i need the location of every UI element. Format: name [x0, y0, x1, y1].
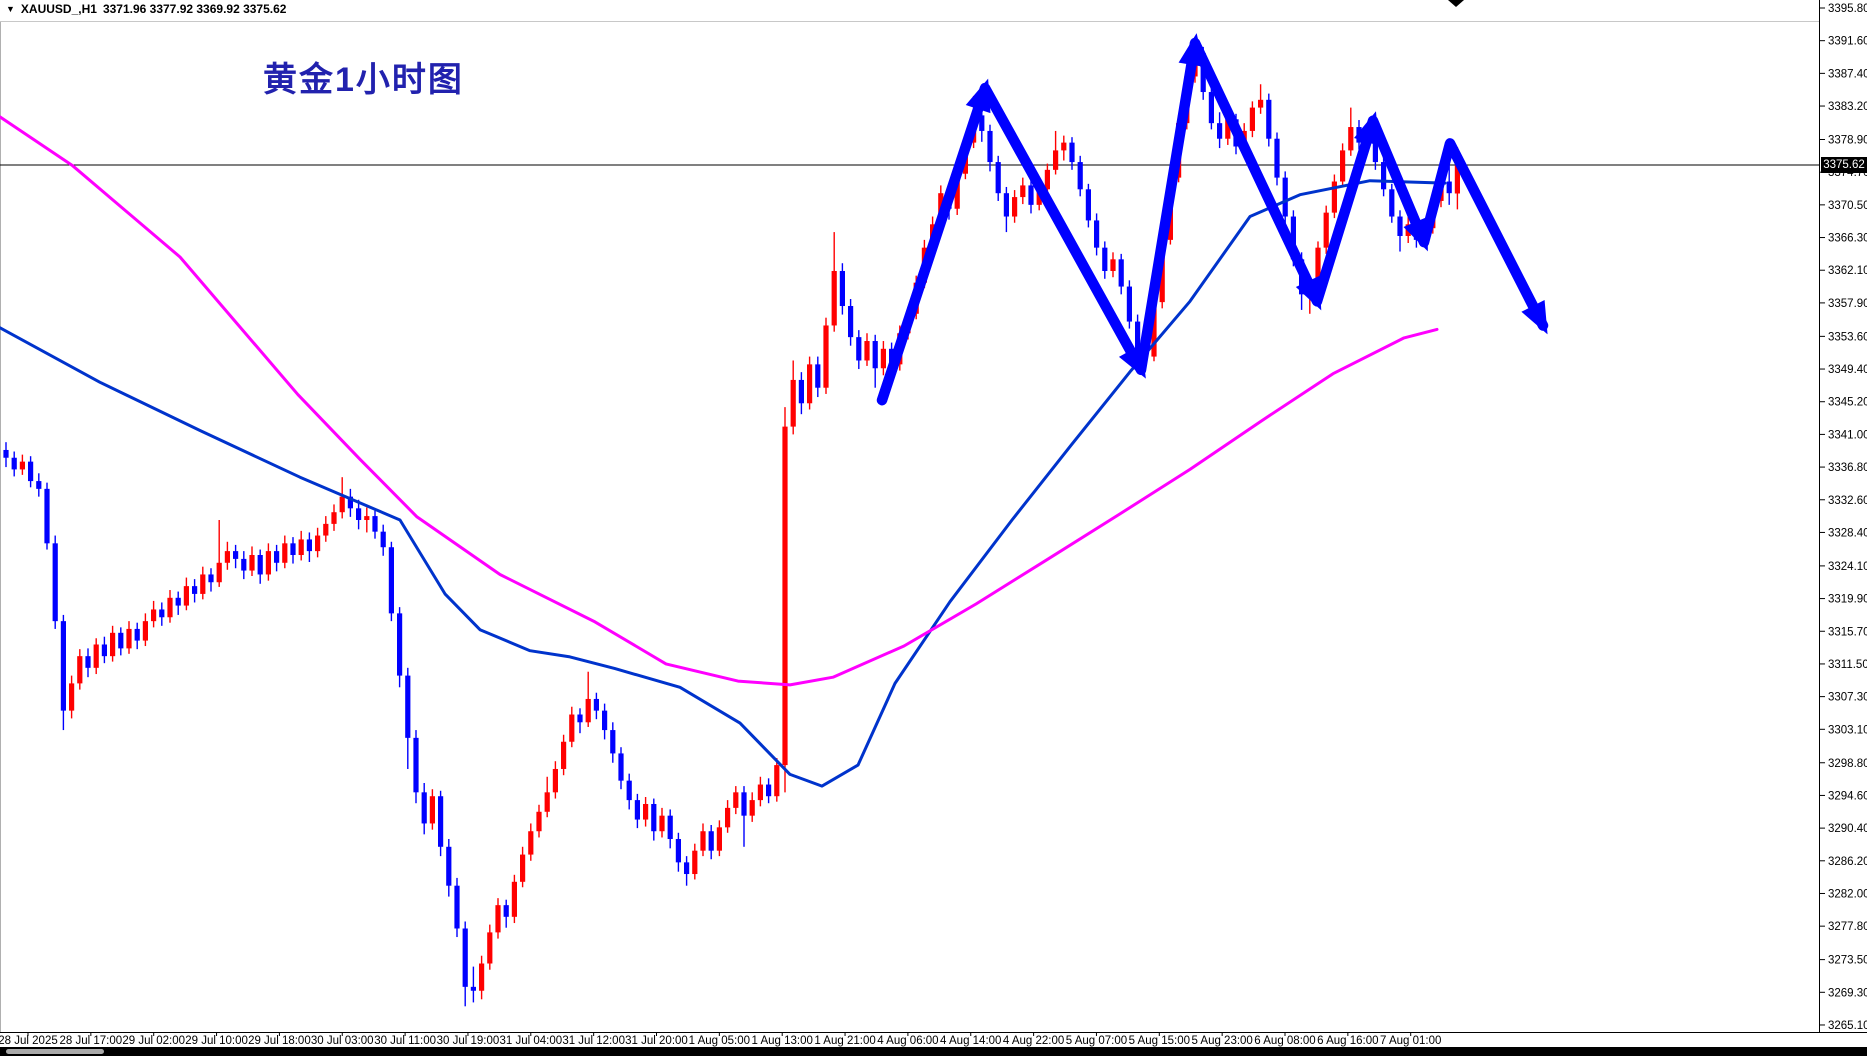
svg-text:3307.30: 3307.30 [1828, 692, 1867, 704]
bottom-status-bar [0, 1047, 1867, 1056]
svg-text:3366.30: 3366.30 [1828, 233, 1867, 245]
svg-text:3277.80: 3277.80 [1828, 921, 1867, 933]
svg-text:7 Aug 01:00: 7 Aug 01:00 [1380, 1035, 1441, 1047]
svg-text:3273.50: 3273.50 [1828, 955, 1867, 967]
svg-text:3315.70: 3315.70 [1828, 626, 1867, 638]
svg-text:3353.60: 3353.60 [1828, 331, 1867, 343]
down-arrowhead [1295, 275, 1322, 311]
svg-text:3391.60: 3391.60 [1828, 36, 1867, 48]
svg-text:1 Aug 13:00: 1 Aug 13:00 [751, 1035, 812, 1047]
svg-text:31 Jul 20:00: 31 Jul 20:00 [625, 1035, 688, 1047]
svg-text:3341.00: 3341.00 [1828, 429, 1867, 441]
down-arrowhead [1118, 344, 1146, 379]
svg-text:3319.90: 3319.90 [1828, 594, 1867, 606]
svg-text:29 Jul 10:00: 29 Jul 10:00 [185, 1035, 248, 1047]
ohlc-values: 3371.96 3377.92 3369.92 3375.62 [102, 2, 287, 16]
svg-text:30 Jul 19:00: 30 Jul 19:00 [437, 1035, 500, 1047]
svg-text:3345.20: 3345.20 [1828, 397, 1867, 409]
svg-text:30 Jul 11:00: 30 Jul 11:00 [374, 1035, 436, 1047]
svg-text:5 Aug 07:00: 5 Aug 07:00 [1066, 1035, 1127, 1047]
svg-text:1 Aug 05:00: 1 Aug 05:00 [689, 1035, 750, 1047]
chart-annotation-text: 黄金1小时图 [263, 61, 464, 99]
svg-text:28 Jul 2025: 28 Jul 2025 [0, 1035, 58, 1047]
svg-text:29 Jul 02:00: 29 Jul 02:00 [122, 1035, 185, 1047]
svg-text:3357.90: 3357.90 [1828, 298, 1867, 310]
svg-text:29 Jul 18:00: 29 Jul 18:00 [248, 1035, 311, 1047]
svg-text:28 Jul 17:00: 28 Jul 17:00 [60, 1035, 123, 1047]
svg-text:5 Aug 23:00: 5 Aug 23:00 [1191, 1035, 1252, 1047]
up-arrowhead [965, 78, 991, 114]
svg-text:3349.40: 3349.40 [1828, 364, 1867, 376]
svg-text:3378.90: 3378.90 [1828, 134, 1867, 146]
svg-text:3265.10: 3265.10 [1828, 1020, 1867, 1032]
time-axis: 28 Jul 2025 28 Jul 17:00 29 Jul 02:00 29 Ju… [0, 1032, 1441, 1047]
svg-text:3282.00: 3282.00 [1828, 888, 1867, 900]
svg-text:4 Aug 14:00: 4 Aug 14:00 [940, 1035, 1001, 1047]
symbol-timeframe-label: XAUUSD_,H1 [20, 2, 97, 16]
svg-text:3324.10: 3324.10 [1828, 561, 1867, 573]
svg-text:3294.60: 3294.60 [1828, 790, 1867, 802]
svg-text:3383.20: 3383.20 [1828, 101, 1867, 113]
svg-text:3290.40: 3290.40 [1828, 823, 1867, 835]
down-arrowhead [1521, 299, 1548, 335]
svg-text:30 Jul 03:00: 30 Jul 03:00 [311, 1035, 374, 1047]
svg-text:3395.80: 3395.80 [1828, 3, 1867, 15]
svg-text:3303.10: 3303.10 [1828, 724, 1867, 736]
autoscroll-marker-icon[interactable] [1448, 0, 1464, 7]
price-axis: 3395.803391.603387.403383.203378.903374.… [1819, 3, 1867, 1032]
candles [3, 41, 1460, 1007]
svg-text:5 Aug 15:00: 5 Aug 15:00 [1129, 1035, 1190, 1047]
svg-text:6 Aug 08:00: 6 Aug 08:00 [1254, 1035, 1315, 1047]
svg-text:3336.80: 3336.80 [1828, 462, 1867, 474]
symbol-dropdown-icon[interactable]: ▼ [6, 3, 15, 14]
down-arrowhead [1403, 216, 1428, 252]
svg-text:4 Aug 06:00: 4 Aug 06:00 [877, 1035, 938, 1047]
ma-line [0, 115, 1439, 687]
up-arrowhead [1354, 111, 1379, 146]
svg-text:31 Jul 04:00: 31 Jul 04:00 [499, 1035, 562, 1047]
svg-text:3332.60: 3332.60 [1828, 495, 1867, 507]
current-price-flag: 3375.62 [1821, 157, 1867, 173]
up-arrowhead [1178, 33, 1205, 67]
scrollbar-thumb[interactable] [6, 1049, 104, 1054]
svg-text:4 Aug 22:00: 4 Aug 22:00 [1003, 1035, 1064, 1047]
svg-text:3311.50: 3311.50 [1828, 659, 1867, 671]
svg-text:3298.80: 3298.80 [1828, 758, 1867, 770]
zigzag-arrows [876, 33, 1549, 406]
svg-text:31 Jul 12:00: 31 Jul 12:00 [562, 1035, 625, 1047]
svg-text:3362.10: 3362.10 [1828, 265, 1867, 277]
svg-text:3286.20: 3286.20 [1828, 856, 1867, 868]
svg-text:3328.40: 3328.40 [1828, 527, 1867, 539]
svg-text:3387.40: 3387.40 [1828, 68, 1867, 80]
svg-text:6 Aug 16:00: 6 Aug 16:00 [1317, 1035, 1378, 1047]
svg-text:3269.30: 3269.30 [1828, 987, 1867, 999]
ma-line [0, 179, 1447, 788]
chart-title-bar: ▼ XAUUSD_,H1 3371.96 3377.92 3369.92 337… [6, 2, 286, 16]
svg-text:1 Aug 21:00: 1 Aug 21:00 [814, 1035, 875, 1047]
svg-text:3370.50: 3370.50 [1828, 200, 1867, 212]
